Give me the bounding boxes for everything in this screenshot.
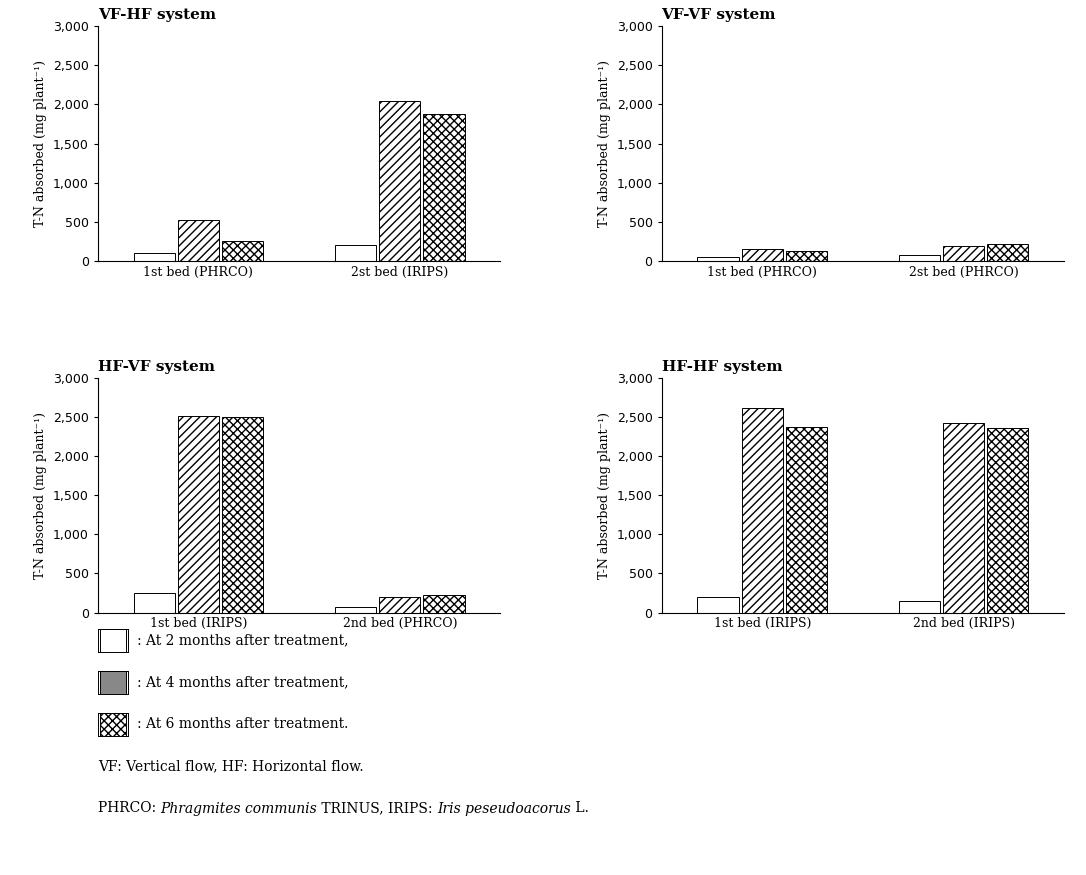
Text: : At 4 months after treatment,: : At 4 months after treatment,: [137, 676, 349, 690]
Bar: [379, 597, 420, 612]
Bar: [697, 257, 738, 261]
Text: HF-HF system: HF-HF system: [661, 360, 782, 374]
Bar: [943, 423, 984, 612]
Bar: [100, 629, 126, 652]
Text: TRINUS, IRIPS:: TRINUS, IRIPS:: [317, 802, 437, 816]
Bar: [786, 250, 828, 261]
Bar: [134, 593, 175, 612]
Text: : At 2 months after treatment,: : At 2 months after treatment,: [137, 634, 349, 648]
Text: HF-VF system: HF-VF system: [98, 360, 215, 374]
Bar: [742, 408, 783, 612]
Text: VF-VF system: VF-VF system: [661, 8, 776, 22]
Bar: [899, 255, 939, 261]
Bar: [899, 601, 939, 612]
Bar: [987, 428, 1028, 612]
Bar: [334, 606, 376, 612]
Bar: [134, 253, 175, 261]
Text: Iris peseudoacorus: Iris peseudoacorus: [437, 802, 570, 816]
Text: VF: Vertical flow, HF: Horizontal flow.: VF: Vertical flow, HF: Horizontal flow.: [98, 760, 364, 774]
Bar: [424, 114, 465, 261]
Bar: [424, 595, 465, 612]
Bar: [742, 249, 783, 261]
Text: Phragmites communis: Phragmites communis: [161, 802, 317, 816]
Bar: [987, 244, 1028, 261]
Bar: [697, 597, 738, 612]
Bar: [178, 220, 219, 261]
Text: : At 6 months after treatment.: : At 6 months after treatment.: [137, 718, 349, 732]
Bar: [178, 416, 219, 612]
Text: L.: L.: [570, 802, 589, 816]
Bar: [100, 671, 126, 694]
Bar: [379, 101, 420, 261]
Text: VF-HF system: VF-HF system: [98, 8, 216, 22]
Y-axis label: T-N absorbed (mg plant⁻¹): T-N absorbed (mg plant⁻¹): [35, 60, 48, 227]
Y-axis label: T-N absorbed (mg plant⁻¹): T-N absorbed (mg plant⁻¹): [35, 412, 48, 578]
Bar: [786, 427, 828, 612]
Text: PHRCO:: PHRCO:: [98, 802, 161, 816]
Bar: [223, 417, 263, 612]
Bar: [100, 713, 126, 736]
Y-axis label: T-N absorbed (mg plant⁻¹): T-N absorbed (mg plant⁻¹): [598, 412, 611, 578]
Bar: [334, 245, 376, 261]
Bar: [943, 246, 984, 261]
Y-axis label: T-N absorbed (mg plant⁻¹): T-N absorbed (mg plant⁻¹): [598, 60, 611, 227]
Bar: [223, 242, 263, 261]
